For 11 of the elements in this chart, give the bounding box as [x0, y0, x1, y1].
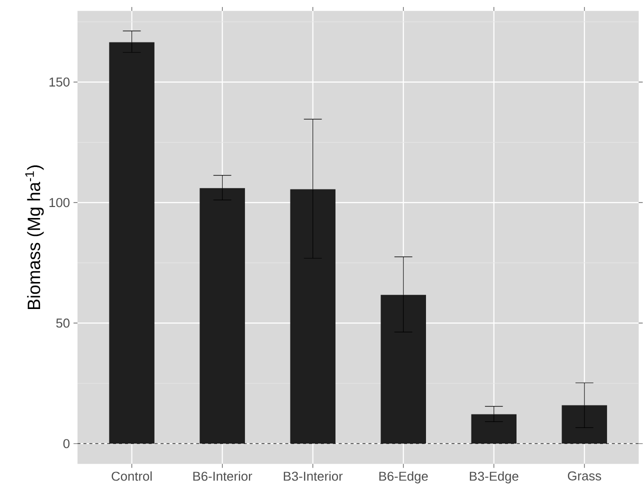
- x-tick-label: B3-Edge: [470, 471, 518, 484]
- x-tick-label: Grass: [568, 471, 602, 481]
- y-tick-label: 150: [50, 78, 70, 87]
- y-tick-label: 100: [50, 198, 70, 208]
- x-tick-label: Control: [112, 471, 152, 481]
- x-tick-label: B6-Interior: [193, 471, 252, 481]
- y-axis-title: Biomass (Mg ha$^{-1}$): [25, 166, 44, 310]
- x-tick-label: B6-Edge: [379, 471, 428, 484]
- y-tick-label: 0: [63, 439, 70, 448]
- y-tick-label: 50: [56, 318, 70, 328]
- x-tick-label: B3-Interior: [284, 471, 343, 481]
